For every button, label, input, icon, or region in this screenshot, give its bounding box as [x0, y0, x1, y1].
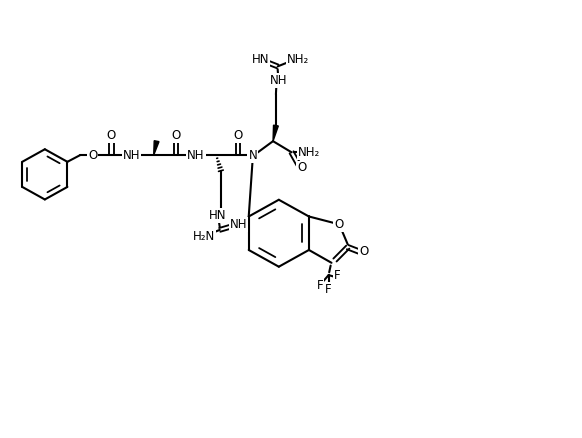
Text: O: O	[88, 148, 98, 162]
Text: F: F	[325, 283, 332, 296]
Text: NH: NH	[123, 148, 140, 162]
Text: H₂N: H₂N	[193, 230, 215, 243]
Text: NH₂: NH₂	[287, 53, 309, 66]
Text: O: O	[233, 129, 243, 142]
Text: O: O	[171, 129, 180, 142]
Text: HN: HN	[210, 209, 227, 223]
Text: O: O	[335, 219, 343, 231]
Polygon shape	[273, 125, 278, 141]
Polygon shape	[154, 141, 159, 155]
Text: F: F	[334, 268, 340, 282]
Text: NH: NH	[187, 148, 205, 162]
Text: NH: NH	[270, 74, 288, 87]
Text: O: O	[107, 129, 116, 142]
Text: F: F	[317, 279, 323, 292]
Text: HN: HN	[251, 53, 269, 66]
Text: N: N	[249, 148, 257, 162]
Text: O: O	[297, 162, 307, 174]
Text: O: O	[359, 245, 368, 258]
Text: NH₂: NH₂	[298, 146, 320, 159]
Text: NH: NH	[229, 218, 247, 231]
